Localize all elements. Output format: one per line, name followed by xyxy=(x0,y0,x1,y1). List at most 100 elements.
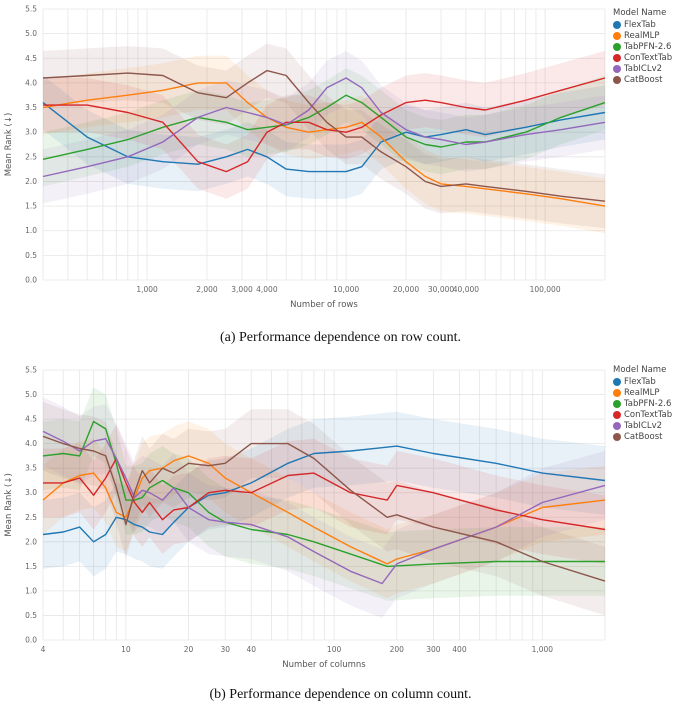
x-tick-label: 2,000 xyxy=(196,285,218,294)
legend-item-tabpfn[interactable]: TabPFN-2.6 xyxy=(613,398,681,409)
column-count-chart: 0.0 0.5 1.0 1.5 2.0 2.5 3.0 3.5 4.0 4.5 5.0 5.5 4 10 2… xyxy=(4,366,606,670)
x-tick-label: 100 xyxy=(327,645,342,654)
legend-dot xyxy=(613,20,621,29)
row-count-chart-panel: 0.0 0.5 1.0 1.5 2.0 2.5 3.0 3.5 4.0 4.5 5.0 5.5 1,00… xyxy=(4,5,681,346)
y-tick-label: 2.5 xyxy=(25,152,37,161)
series-lines xyxy=(42,69,606,207)
legend-label: TabPFN-2.6 xyxy=(624,398,672,409)
confidence-band-flextab xyxy=(43,411,605,577)
x-tick-label: 200 xyxy=(390,645,405,654)
confidence-band-contexttab xyxy=(43,50,605,199)
legend-dot xyxy=(613,53,621,62)
series-line-catboost xyxy=(42,435,606,582)
grid xyxy=(42,369,606,641)
y-tick-label: 2.0 xyxy=(25,177,37,186)
x-tick-label: 3,000 xyxy=(231,285,253,294)
x-tick-label: 40,000 xyxy=(453,285,479,294)
legend-title: Model Name xyxy=(613,365,667,375)
confidence-band-realmlp xyxy=(43,421,605,599)
series-line-flextab xyxy=(42,445,606,543)
legend-item-contexttab[interactable]: ConTextTab xyxy=(613,409,681,420)
series-line-tabiclv2 xyxy=(42,430,606,585)
legend-dot xyxy=(613,377,621,386)
y-tick-label: 3.5 xyxy=(25,103,37,112)
column-count-chart-panel: 0.0 0.5 1.0 1.5 2.0 2.5 3.0 3.5 4.0 4.5 5.0 5.5 4 10 2… xyxy=(0,357,681,714)
confidence-band-tabiclv2 xyxy=(43,50,605,204)
y-tick-label: 2.5 xyxy=(25,513,37,522)
x-tick-label: 1,000 xyxy=(136,285,158,294)
legend-item-contexttab[interactable]: ConTextTab xyxy=(613,52,681,63)
confidence-band-tabpfn-2-6 xyxy=(43,387,605,601)
legend-dot xyxy=(613,42,621,51)
legend-label: CatBoost xyxy=(624,431,663,442)
legend-dot xyxy=(613,75,621,84)
confidence-bands xyxy=(43,387,605,618)
legend-label: RealMLP xyxy=(624,30,660,41)
series-line-contexttab xyxy=(43,77,606,173)
legend-item-realmlp[interactable]: RealMLP xyxy=(613,387,681,398)
x-tick-label: 30 xyxy=(220,645,230,654)
chart-caption: (a) Performance dependence on row count. xyxy=(219,330,461,345)
legend-dot xyxy=(613,421,621,430)
legend-dot xyxy=(613,410,621,419)
y-tick-label: 0.0 xyxy=(25,276,37,285)
y-axis-title: Mean Rank (↓) xyxy=(4,113,14,177)
row-count-chart: 0.0 0.5 1.0 1.5 2.0 2.5 3.0 3.5 4.0 4.5 5.0 5.5 1,00… xyxy=(4,5,606,310)
confidence-band-contexttab xyxy=(43,424,605,564)
chart-legend: Model Name FlexTab RealMLP TabPFN-2.6 Co… xyxy=(613,8,681,85)
legend-label: RealMLP xyxy=(624,387,660,398)
legend-item-flextab[interactable]: FlexTab xyxy=(613,376,681,387)
y-tick-label: 5.0 xyxy=(25,390,37,399)
legend-item-flextab[interactable]: FlexTab xyxy=(613,19,681,30)
y-tick-label: 1.0 xyxy=(25,586,37,595)
y-tick-label: 4.0 xyxy=(25,439,37,448)
series-line-tabiclv2 xyxy=(42,77,606,178)
legend-dot xyxy=(613,64,621,73)
legend-label: TabICLv2 xyxy=(624,420,663,431)
legend-dot xyxy=(613,399,621,408)
legend-item-tabiclv2[interactable]: TabICLv2 xyxy=(613,63,681,74)
y-tick-label: 0.5 xyxy=(25,251,37,260)
legend-label: CatBoost xyxy=(624,74,663,85)
y-tick-label: 0.0 xyxy=(25,636,37,645)
x-tick-label: 40 xyxy=(246,645,256,654)
x-axis-title: Number of rows xyxy=(290,300,358,310)
y-tick-label: 1.5 xyxy=(25,562,37,571)
legend-label: ConTextTab xyxy=(624,409,673,420)
legend-item-catboost[interactable]: CatBoost xyxy=(613,74,681,85)
x-tick-label: 20 xyxy=(184,645,194,654)
y-tick-label: 4.0 xyxy=(25,78,37,87)
y-tick-label: 5.0 xyxy=(25,29,37,38)
y-tick-label: 3.5 xyxy=(25,464,37,473)
confidence-band-realmlp xyxy=(43,55,605,234)
y-tick-label: 4.5 xyxy=(25,415,37,424)
legend-item-realmlp[interactable]: RealMLP xyxy=(613,30,681,41)
legend-dot xyxy=(613,31,621,40)
confidence-band-tabpfn-2-6 xyxy=(43,68,605,187)
confidence-bands xyxy=(43,43,605,234)
legend-label: FlexTab xyxy=(624,19,656,30)
y-axis-title: Mean Rank (↓) xyxy=(4,473,14,537)
legend-item-catboost[interactable]: CatBoost xyxy=(613,431,681,442)
y-tick-label: 3.0 xyxy=(25,488,37,497)
y-tick-label: 1.0 xyxy=(25,226,37,235)
series-line-tabpfn-2-6 xyxy=(42,94,606,160)
chart-caption: (b) Performance dependence on column cou… xyxy=(209,687,472,702)
x-tick-label: 10 xyxy=(121,645,131,654)
legend-label: TabICLv2 xyxy=(624,63,663,74)
legend-label: ConTextTab xyxy=(624,52,673,63)
x-tick-label: 20,000 xyxy=(393,285,419,294)
grid xyxy=(42,8,606,281)
y-tick-label: 1.5 xyxy=(25,202,37,211)
legend-item-tabiclv2[interactable]: TabICLv2 xyxy=(613,420,681,431)
legend-dot xyxy=(613,432,621,441)
x-tick-label: 10,000 xyxy=(333,285,359,294)
x-axis-title: Number of columns xyxy=(282,660,366,670)
y-tick-label: 5.5 xyxy=(25,5,37,14)
confidence-band-catboost xyxy=(43,43,605,229)
y-tick-label: 0.5 xyxy=(25,611,37,620)
y-tick-label: 5.5 xyxy=(25,366,37,375)
x-tick-label: 100,000 xyxy=(530,285,561,294)
x-tick-label: 400 xyxy=(452,645,467,654)
legend-item-tabpfn[interactable]: TabPFN-2.6 xyxy=(613,41,681,52)
